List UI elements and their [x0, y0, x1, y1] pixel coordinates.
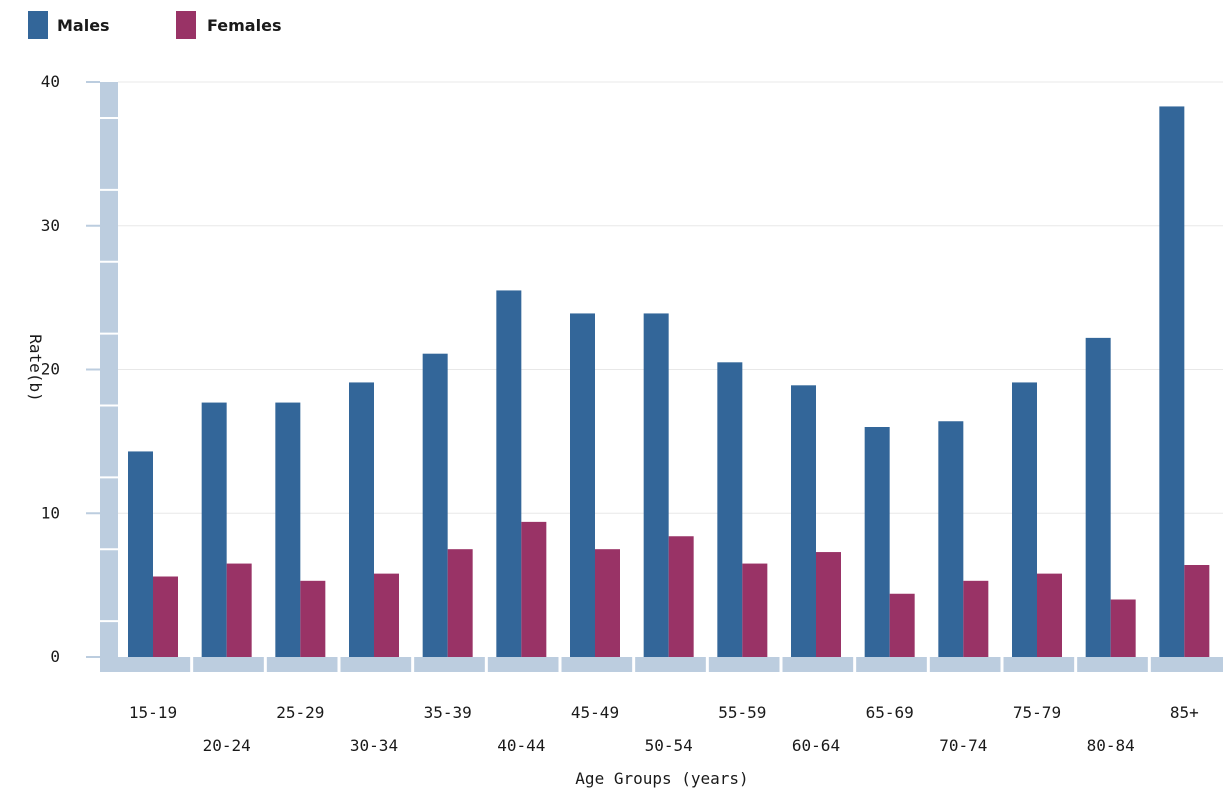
legend: Males Females — [28, 11, 281, 39]
x-tick-label: 55-59 — [718, 703, 766, 722]
bar-males-55-59 — [717, 362, 743, 657]
x-tick-label: 70-74 — [939, 736, 987, 755]
bars — [128, 106, 1210, 657]
y-tick-label: 0 — [50, 647, 60, 666]
bar-males-65-69 — [864, 427, 890, 657]
bar-females-65-69 — [889, 593, 915, 657]
bar-males-35-39 — [422, 353, 448, 657]
bar-males-80-84 — [1085, 337, 1111, 657]
x-tick-label: 35-39 — [424, 703, 472, 722]
y-axis-ticks: 0 10 20 30 40 — [41, 72, 118, 666]
x-tick-label: 80-84 — [1087, 736, 1135, 755]
bar-females-45-49 — [595, 549, 620, 657]
x-tick-label: 40-44 — [497, 736, 545, 755]
bar-males-75-79 — [1012, 382, 1037, 657]
x-axis-band — [100, 657, 1223, 672]
legend-label-females: Females — [207, 16, 281, 35]
bar-females-55-59 — [742, 563, 768, 657]
bar-females-25-29 — [300, 580, 326, 657]
bar-males-60-64 — [791, 385, 816, 657]
y-tick-label: 30 — [41, 216, 60, 235]
x-axis-ticks: 15-19 20-24 25-29 30-34 35-39 40-44 45-49 50-54… — [129, 657, 1199, 755]
bar-males-25-29 — [275, 402, 301, 657]
x-tick-label: 75-79 — [1013, 703, 1061, 722]
bar-females-20-24 — [226, 563, 252, 657]
bar-males-40-44 — [496, 290, 522, 657]
gridlines — [118, 81, 1223, 514]
x-tick-label: 30-34 — [350, 736, 398, 755]
bar-females-50-54 — [668, 536, 694, 657]
bar-females-30-34 — [374, 573, 399, 657]
bar-males-20-24 — [201, 402, 227, 657]
y-tick-label: 10 — [41, 503, 60, 522]
x-tick-label: 85+ — [1170, 703, 1199, 722]
x-tick-label: 15-19 — [129, 703, 177, 722]
x-tick-label: 50-54 — [645, 736, 693, 755]
bar-females-60-64 — [816, 552, 841, 657]
x-tick-label: 65-69 — [866, 703, 914, 722]
y-tick-label: 20 — [41, 360, 60, 379]
y-axis-title: Rate(b) — [26, 334, 45, 401]
bar-males-45-49 — [570, 313, 595, 657]
bar-females-35-39 — [447, 549, 473, 657]
bar-males-50-54 — [643, 313, 669, 657]
y-axis-band — [100, 82, 118, 672]
y-tick-label: 40 — [41, 72, 60, 91]
x-tick-label: 60-64 — [792, 736, 840, 755]
legend-swatch-males — [28, 11, 48, 39]
bar-females-70-74 — [963, 580, 989, 657]
axes — [100, 82, 1223, 672]
bar-females-75-79 — [1037, 573, 1062, 657]
bar-females-85+ — [1184, 565, 1210, 657]
x-tick-label: 20-24 — [203, 736, 251, 755]
bar-males-70-74 — [938, 421, 964, 657]
bar-females-40-44 — [521, 521, 547, 657]
legend-label-males: Males — [57, 16, 110, 35]
bar-females-80-84 — [1110, 599, 1136, 657]
legend-swatch-females — [176, 11, 196, 39]
bar-males-15-19 — [128, 451, 153, 657]
x-tick-label: 45-49 — [571, 703, 619, 722]
x-tick-label: 25-29 — [276, 703, 324, 722]
bar-males-85+ — [1159, 106, 1185, 657]
x-axis-title: Age Groups (years) — [575, 769, 748, 788]
bar-males-30-34 — [349, 382, 374, 657]
bar-females-15-19 — [153, 576, 178, 657]
